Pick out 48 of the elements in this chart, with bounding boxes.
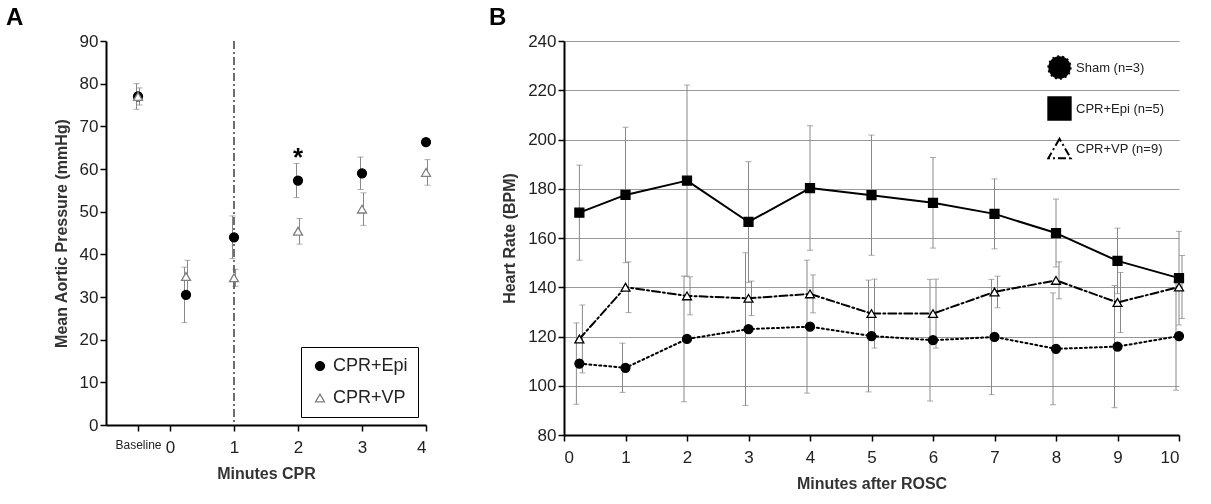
x-tick-label: 4 bbox=[417, 437, 427, 457]
y-tick-label: 60 bbox=[79, 159, 99, 179]
x-tick-label: 7 bbox=[990, 447, 1000, 467]
legend-label: CPR+VP bbox=[333, 387, 406, 407]
x-tick-label: 3 bbox=[357, 437, 368, 457]
x-tick-label: 2 bbox=[293, 437, 304, 457]
x-tick-label: 8 bbox=[1051, 447, 1062, 467]
y-tick-label: 40 bbox=[79, 244, 99, 264]
x-axis-title: Minutes CPR bbox=[217, 464, 317, 482]
x-axis-title: Minutes after ROSC bbox=[796, 474, 948, 492]
legend-label: CPR+VP (n=9) bbox=[1076, 140, 1163, 156]
legend-label: Sham (n=3) bbox=[1076, 59, 1145, 75]
y-tick-label: 240 bbox=[528, 31, 557, 51]
y-tick-label: 70 bbox=[79, 116, 99, 136]
y-tick-label: 0 bbox=[89, 415, 99, 435]
y-tick-label: 50 bbox=[79, 202, 99, 222]
x-tick-label: 1 bbox=[229, 437, 240, 457]
x-tick-label: 5 bbox=[867, 447, 877, 467]
y-axis-title: Mean Aortic Pressure (mmHg) bbox=[52, 119, 70, 348]
y-tick-label: 220 bbox=[528, 80, 557, 100]
y-tick-label: 90 bbox=[79, 31, 99, 51]
y-tick-label: 140 bbox=[528, 277, 557, 297]
y-tick-label: 20 bbox=[79, 330, 99, 350]
y-tick-label: 200 bbox=[528, 130, 557, 149]
x-tick-label: 4 bbox=[805, 447, 816, 467]
y-tick-label: 80 bbox=[79, 74, 99, 94]
x-tick-label: 10 bbox=[1160, 447, 1180, 467]
x-tick-label: 0 bbox=[165, 437, 176, 457]
legend-label: CPR+Epi bbox=[333, 355, 408, 375]
x-tick-label: 9 bbox=[1113, 447, 1123, 467]
x-tick-label: Baseline bbox=[115, 437, 162, 452]
x-tick-label: 6 bbox=[928, 447, 939, 467]
y-tick-label: 10 bbox=[79, 372, 99, 392]
x-tick-label: 2 bbox=[682, 447, 693, 467]
y-tick-label: 30 bbox=[79, 287, 99, 307]
y-tick-label: 80 bbox=[537, 425, 557, 445]
chart-title: B bbox=[489, 3, 507, 30]
x-tick-label: 1 bbox=[621, 447, 631, 467]
y-tick-label: 160 bbox=[528, 228, 557, 248]
chart-title: A bbox=[6, 3, 24, 30]
annotation: * bbox=[292, 142, 304, 173]
legend-label: CPR+Epi (n=5) bbox=[1076, 100, 1165, 116]
y-tick-label: 100 bbox=[528, 376, 557, 396]
y-tick-label: 180 bbox=[528, 179, 557, 199]
x-tick-label: 3 bbox=[744, 447, 754, 467]
x-tick-label: 0 bbox=[564, 447, 574, 467]
y-tick-label: 120 bbox=[528, 327, 557, 346]
y-axis-title: Heart Rate (BPM) bbox=[501, 173, 519, 304]
